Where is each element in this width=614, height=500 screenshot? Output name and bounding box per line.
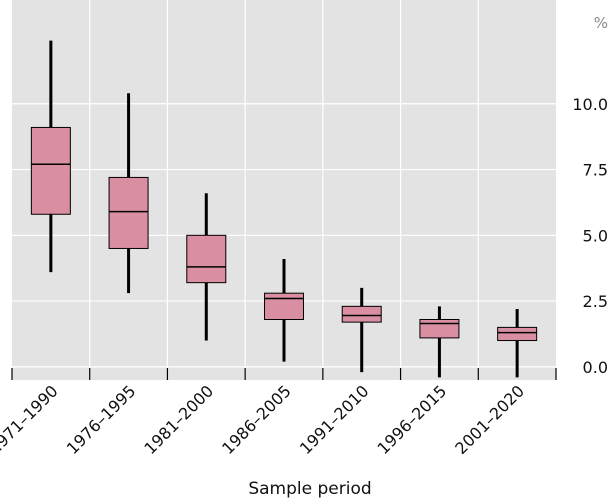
box-group	[186, 193, 227, 341]
box-group	[341, 287, 382, 373]
y-tick-label: 0.0	[583, 358, 608, 377]
box-iqr	[30, 126, 71, 215]
box-iqr	[497, 326, 538, 342]
box-iqr	[264, 292, 304, 320]
x-tick-label: 2001–2020	[451, 381, 528, 458]
x-tick-label: 1996–2015	[374, 381, 451, 458]
x-tick-label: 1971–1990	[0, 381, 62, 458]
x-tick-label: 1986–2005	[218, 381, 295, 458]
boxes	[30, 40, 538, 378]
x-axis-title: Sample period	[248, 479, 371, 499]
box-iqr	[108, 176, 149, 249]
y-unit-label: %	[594, 14, 608, 32]
box-group	[108, 93, 149, 294]
x-tick-labels: 1971–1990 1976–1995 1981–2000 1986–2005 1991…	[0, 381, 528, 458]
box-group	[419, 306, 460, 378]
y-tick-label: 5.0	[583, 226, 608, 245]
x-axis	[11, 368, 557, 380]
box-group	[264, 258, 304, 362]
box-group	[30, 40, 71, 273]
y-tick-label: 7.5	[583, 161, 608, 180]
x-tick-label: 1981–2000	[140, 381, 217, 458]
y-tick-label: 10.0	[572, 95, 608, 114]
box-iqr	[186, 234, 227, 284]
box-iqr	[419, 318, 460, 339]
box-iqr	[341, 305, 382, 323]
y-tick-labels: 0.0 2.5 5.0 7.5 10.0	[572, 95, 608, 377]
y-tick-label: 2.5	[583, 292, 608, 311]
x-tick-label: 1991–2010	[296, 381, 373, 458]
box-group	[497, 308, 538, 378]
x-tick-label: 1976–1995	[63, 381, 140, 458]
